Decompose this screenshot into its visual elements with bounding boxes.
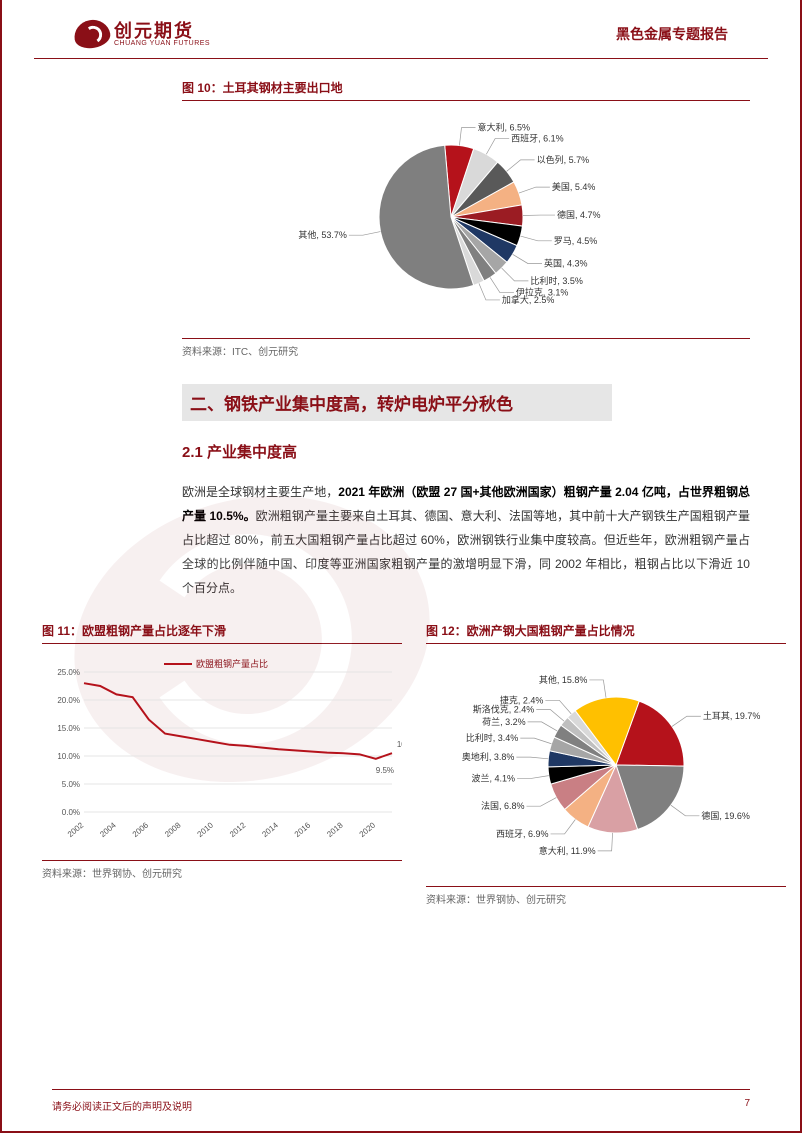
svg-text:西班牙, 6.9%: 西班牙, 6.9%: [496, 828, 549, 839]
svg-text:0.0%: 0.0%: [62, 808, 80, 817]
para-rest: 欧洲粗钢产量主要来自土耳其、德国、意大利、法国等地，其中前十大产钢铁生产国粗钢产…: [182, 509, 750, 595]
svg-text:2010: 2010: [196, 820, 216, 839]
svg-text:2020: 2020: [358, 820, 378, 839]
section-2-heading: 二、钢铁产业集中度高，转炉电炉平分秋色: [182, 384, 612, 421]
fig11-source: 资料来源：世界钢协、创元研究: [42, 860, 402, 880]
logo-text-cn: 创元期货: [114, 22, 210, 40]
subsection-2-1: 2.1 产业集中度高: [182, 441, 750, 462]
svg-text:2014: 2014: [260, 820, 280, 839]
svg-text:2012: 2012: [228, 820, 248, 839]
svg-text:美国, 5.4%: 美国, 5.4%: [552, 181, 596, 192]
svg-text:2002: 2002: [66, 820, 86, 839]
svg-text:西班牙, 6.1%: 西班牙, 6.1%: [511, 133, 564, 144]
svg-text:捷克, 2.4%: 捷克, 2.4%: [500, 694, 544, 705]
svg-text:20.0%: 20.0%: [57, 696, 80, 705]
page-header: 创元期货 CHUANG YUAN FUTURES 黑色金属专题报告: [34, 0, 768, 59]
fig10-source: 资料来源：ITC、创元研究: [182, 338, 750, 358]
svg-text:罗马, 4.5%: 罗马, 4.5%: [554, 236, 598, 246]
page-footer: 请务必阅读正文后的声明及说明 7: [52, 1089, 750, 1113]
svg-text:10.5%: 10.5%: [397, 740, 402, 749]
svg-text:9.5%: 9.5%: [376, 766, 394, 775]
page-number: 7: [744, 1098, 750, 1113]
svg-text:意大利, 11.9%: 意大利, 11.9%: [539, 845, 596, 856]
svg-text:荷兰, 3.2%: 荷兰, 3.2%: [482, 716, 526, 727]
report-type: 黑色金属专题报告: [616, 24, 728, 44]
svg-text:德国, 19.6%: 德国, 19.6%: [701, 810, 750, 821]
svg-text:土耳其, 19.7%: 土耳其, 19.7%: [703, 710, 761, 721]
logo-text-en: CHUANG YUAN FUTURES: [114, 40, 210, 47]
fig10-pie-chart: 意大利, 6.5%西班牙, 6.1% 以色列, 5.7% 美国, 5.4% 德国, 4…: [251, 117, 681, 322]
svg-text:2006: 2006: [131, 820, 151, 839]
body-paragraph: 欧洲是全球钢材主要生产地，2021 年欧洲（欧盟 27 国+其他欧洲国家）粗钢产…: [182, 480, 750, 600]
fig12-pie-chart: 土耳其, 19.7% 德国, 19.6% 意大利, 11.9% 西班牙, 6.9% 法国…: [426, 660, 786, 870]
svg-text:2018: 2018: [325, 820, 345, 839]
svg-text:奥地利, 3.8%: 奥地利, 3.8%: [462, 751, 515, 762]
svg-text:意大利, 6.5%: 意大利, 6.5%: [478, 122, 531, 133]
svg-text:波兰, 4.1%: 波兰, 4.1%: [472, 772, 516, 783]
svg-text:以色列, 5.7%: 以色列, 5.7%: [537, 154, 590, 165]
figure-12: 图 12：欧洲产钢大国粗钢产量占比情况 土耳其, 19.7% 德国, 19.6% 意…: [426, 622, 786, 906]
svg-text:其他, 53.7%: 其他, 53.7%: [298, 229, 347, 240]
svg-text:比利时, 3.4%: 比利时, 3.4%: [466, 732, 519, 743]
svg-text:10.0%: 10.0%: [57, 752, 80, 761]
svg-text:其他, 15.8%: 其他, 15.8%: [539, 674, 588, 685]
svg-text:2004: 2004: [98, 820, 118, 839]
svg-text:2016: 2016: [293, 820, 313, 839]
svg-text:欧盟粗钢产量占比: 欧盟粗钢产量占比: [196, 658, 268, 669]
svg-text:加拿大, 2.5%: 加拿大, 2.5%: [502, 294, 555, 305]
svg-text:5.0%: 5.0%: [62, 780, 80, 789]
fig10-title: 图 10：土耳其钢材主要出口地: [182, 79, 750, 101]
fig11-line-chart: 欧盟粗钢产量占比 0.0% 5.0% 10.0% 15.0% 20.0% 25.0% 2002…: [42, 652, 402, 852]
svg-text:25.0%: 25.0%: [57, 668, 80, 677]
fig11-title: 图 11：欧盟粗钢产量占比逐年下滑: [42, 622, 402, 644]
svg-text:2008: 2008: [163, 820, 183, 839]
fig12-source: 资料来源：世界钢协、创元研究: [426, 886, 786, 906]
footer-disclaimer: 请务必阅读正文后的声明及说明: [52, 1098, 192, 1113]
svg-text:法国, 6.8%: 法国, 6.8%: [481, 800, 525, 811]
svg-text:英国, 4.3%: 英国, 4.3%: [544, 258, 588, 269]
logo-swirl-icon: [72, 17, 112, 51]
svg-text:比利时, 3.5%: 比利时, 3.5%: [530, 275, 583, 286]
svg-text:德国, 4.7%: 德国, 4.7%: [557, 209, 601, 220]
fig12-title: 图 12：欧洲产钢大国粗钢产量占比情况: [426, 622, 786, 644]
svg-text:15.0%: 15.0%: [57, 724, 80, 733]
figure-11: 图 11：欧盟粗钢产量占比逐年下滑 欧盟粗钢产量占比 0.0% 5.0% 10.0% 1…: [42, 622, 402, 906]
figure-10: 图 10：土耳其钢材主要出口地 意大利, 6.5%西班牙, 6.1% 以色列, 5…: [182, 79, 750, 358]
brand-logo: 创元期货 CHUANG YUAN FUTURES: [74, 20, 210, 48]
para-lead: 欧洲是全球钢材主要生产地，: [182, 485, 338, 499]
